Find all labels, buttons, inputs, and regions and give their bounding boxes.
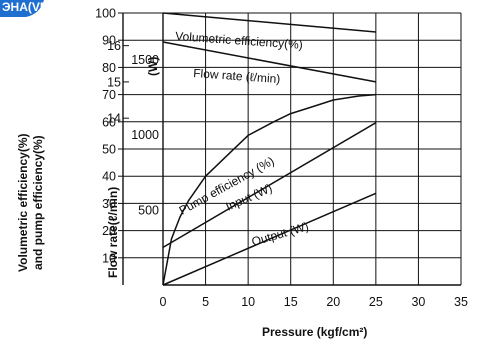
header-badge-shape bbox=[0, 0, 44, 17]
y-tick-label-flow-rate: 16 bbox=[107, 39, 121, 53]
x-tick-label: 10 bbox=[241, 295, 255, 309]
x-tick-label: 25 bbox=[369, 295, 383, 309]
series-label: Output (W) bbox=[250, 219, 310, 249]
y-tick-label-efficiency: 60 bbox=[102, 115, 116, 129]
y-tick-label-efficiency: 40 bbox=[102, 170, 116, 184]
y-tick-label-efficiency: 70 bbox=[102, 88, 116, 102]
series-line bbox=[162, 192, 377, 286]
y-axis-title-flow-rate: Flow rate(ℓ/min) bbox=[106, 187, 120, 278]
y-axis-title-efficiency-line1: Volumetric efficiency(%) bbox=[16, 134, 30, 272]
y-tick-label-efficiency: 20 bbox=[102, 224, 116, 238]
header-badge: ЭНА(VB) bbox=[0, 0, 53, 17]
x-tick-label: 35 bbox=[454, 295, 468, 309]
y-tick-label-efficiency: 10 bbox=[102, 251, 116, 265]
series-line bbox=[162, 12, 376, 33]
y-tick-label-power: 1500 bbox=[131, 53, 159, 67]
series-label: Flow rate (ℓ/min) bbox=[193, 66, 281, 86]
y-tick-label-efficiency: 90 bbox=[102, 34, 116, 48]
y-tick-label-efficiency: 80 bbox=[102, 61, 116, 75]
axes: 10 20 30 40 50 60 70 80 90 100 14 15 16 500 1000 1500 0 5… bbox=[95, 7, 468, 310]
y-tick-label-flow-rate: 14 bbox=[107, 112, 121, 126]
series-line bbox=[162, 93, 376, 286]
y-tick-label-efficiency: 50 bbox=[102, 143, 116, 157]
y-tick-label-power: 1000 bbox=[131, 128, 159, 142]
x-axis-title: Pressure (kgf/cm²) bbox=[262, 325, 367, 339]
y-axis-title-power: (W) bbox=[146, 57, 160, 76]
x-tick-label: 15 bbox=[284, 295, 298, 309]
series-line bbox=[162, 41, 377, 83]
header-badge-text: ЭНА(VB) bbox=[2, 0, 53, 14]
y-axis-title-efficiency-line2: and pump efficiency(%) bbox=[31, 135, 45, 270]
y-tick-label-efficiency: 100 bbox=[95, 7, 116, 21]
x-tick-label: 30 bbox=[411, 295, 425, 309]
labels: Pressure (kgf/cm²) Volumetric efficiency… bbox=[16, 57, 367, 339]
y-tick-label-efficiency: 30 bbox=[102, 197, 116, 211]
x-tick-label: 5 bbox=[202, 295, 209, 309]
y-tick-label-flow-rate: 15 bbox=[107, 75, 121, 89]
x-tick-label: 20 bbox=[326, 295, 340, 309]
x-tick-label: 0 bbox=[160, 295, 167, 309]
grid bbox=[123, 12, 462, 285]
series-line bbox=[162, 122, 377, 249]
y-tick-label-power: 500 bbox=[138, 203, 159, 217]
